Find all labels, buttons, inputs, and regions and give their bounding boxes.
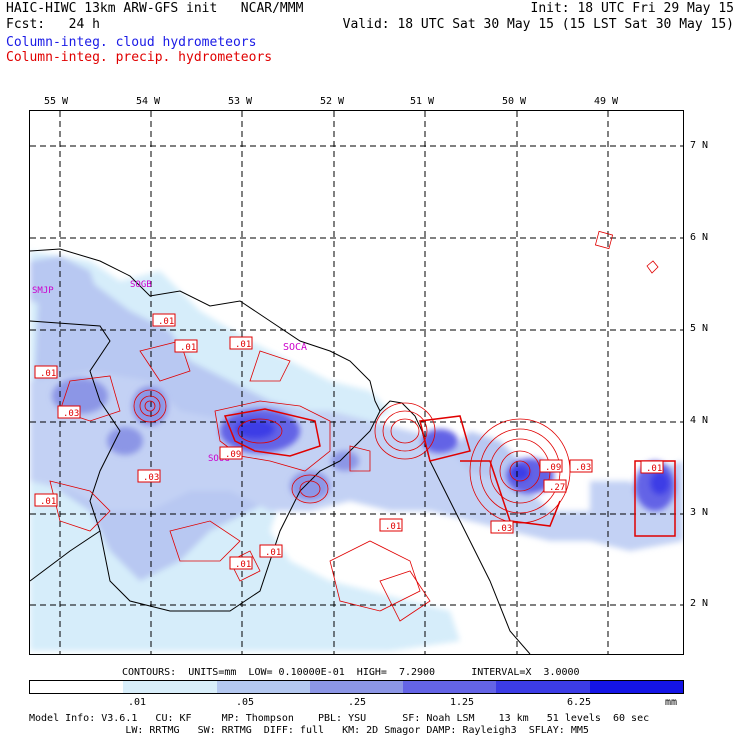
colorbar-units: mm: [665, 697, 678, 708]
svg-text:.03: .03: [496, 524, 512, 534]
svg-text:.01: .01: [235, 560, 251, 570]
svg-text:.01: .01: [265, 548, 281, 558]
field-precip-label: Column-integ. precip. hydrometeors: [6, 50, 273, 65]
init-time: Init: 18 UTC Fri 29 May 15: [530, 1, 735, 16]
colorbar-segment: [309, 681, 404, 693]
title-line: HAIC-HIWC 13km ARW-GFS init NCAR/MMM: [6, 1, 304, 16]
lat-label: 7 N: [690, 140, 709, 151]
contour-label: .01: [640, 460, 664, 474]
model-info-line2: LW: RRTMG SW: RRTMG DIFF: full KM: 2D Sm…: [29, 725, 589, 736]
model-info-line1: Model Info: V3.6.1 CU: KF MP: Thompson P…: [29, 713, 650, 724]
lat-label: 4 N: [690, 415, 709, 426]
map-panel: SMJP SOGB SOCA SOOG .01 .01 .01 .01 .03 …: [29, 110, 684, 655]
contour-label: .01: [152, 313, 176, 327]
field-cloud-label: Column-integ. cloud hydrometeors: [6, 35, 257, 50]
place-label: SOCA: [283, 342, 307, 353]
svg-text:.01: .01: [158, 317, 174, 327]
contour-label: .03: [490, 520, 514, 534]
place-label: SOGB: [130, 280, 152, 290]
colorbar-segment: [30, 681, 124, 693]
svg-text:.09: .09: [545, 463, 561, 473]
svg-text:.09: .09: [225, 450, 241, 460]
forecast-hour: Fcst: 24 h: [6, 17, 100, 32]
lat-lon-grid: [30, 111, 683, 654]
colorbar-segment: [123, 681, 217, 693]
svg-text:.01: .01: [40, 497, 56, 507]
contour-label: .01: [34, 365, 58, 379]
colorbar-segment: [496, 681, 590, 693]
place-labels: SMJP SOGB SOCA SOOG: [32, 280, 307, 464]
svg-text:.27: .27: [549, 483, 565, 493]
contour-label: .09: [219, 446, 243, 460]
svg-text:.01: .01: [40, 369, 56, 379]
cloud-core: [52, 378, 675, 511]
map-canvas: SMJP SOGB SOCA SOOG .01 .01 .01 .01 .03 …: [29, 111, 683, 655]
svg-text:.01: .01: [180, 343, 196, 353]
lon-label: 49 W: [594, 96, 619, 107]
colorbar-tick: 1.25: [450, 697, 475, 708]
contour-label: .01: [259, 544, 283, 558]
contour-labels: .01 .01 .01 .01 .03 .03 .09 .09 .03 .27 …: [34, 313, 664, 570]
colorbar-tick: .25: [348, 697, 367, 708]
contour-label: .27: [543, 479, 567, 493]
lon-label: 50 W: [502, 96, 527, 107]
contour-label: .03: [569, 459, 593, 473]
lon-label: 51 W: [410, 96, 435, 107]
svg-text:.03: .03: [143, 473, 159, 483]
svg-text:.01: .01: [235, 340, 251, 350]
contour-label: .01: [174, 339, 198, 353]
contour-label: .03: [57, 405, 81, 419]
contour-label: .01: [229, 336, 253, 350]
colorbar-segment: [403, 681, 497, 693]
contour-label: .01: [34, 493, 58, 507]
contour-info: CONTOURS: UNITS=mm LOW= 0.10000E-01 HIGH…: [122, 667, 580, 678]
contour-label: .01: [379, 518, 403, 532]
svg-text:.01: .01: [646, 464, 662, 474]
lon-label: 55 W: [44, 96, 69, 107]
svg-text:.03: .03: [575, 463, 591, 473]
colorbar: [29, 680, 684, 694]
lon-label: 52 W: [320, 96, 345, 107]
contour-label: .09: [539, 459, 563, 473]
contour-label: .03: [137, 469, 161, 483]
lat-label: 6 N: [690, 232, 709, 243]
lon-label: 54 W: [136, 96, 161, 107]
colorbar-tick: .05: [236, 697, 255, 708]
colorbar-segment: [216, 681, 310, 693]
colorbar-tick: 6.25: [567, 697, 592, 708]
lat-label: 3 N: [690, 507, 709, 518]
svg-text:.01: .01: [385, 522, 401, 532]
colorbar-segment: [589, 681, 683, 693]
lon-label: 53 W: [228, 96, 253, 107]
lat-label: 2 N: [690, 598, 709, 609]
valid-time: Valid: 18 UTC Sat 30 May 15 (15 LST Sat …: [342, 17, 734, 32]
coastline: [29, 248, 531, 655]
svg-text:.03: .03: [63, 409, 79, 419]
place-label: SOOG: [208, 454, 230, 464]
colorbar-tick: .01: [128, 697, 147, 708]
place-label: SMJP: [32, 286, 54, 296]
contour-label: .01: [229, 556, 253, 570]
lat-label: 5 N: [690, 323, 709, 334]
